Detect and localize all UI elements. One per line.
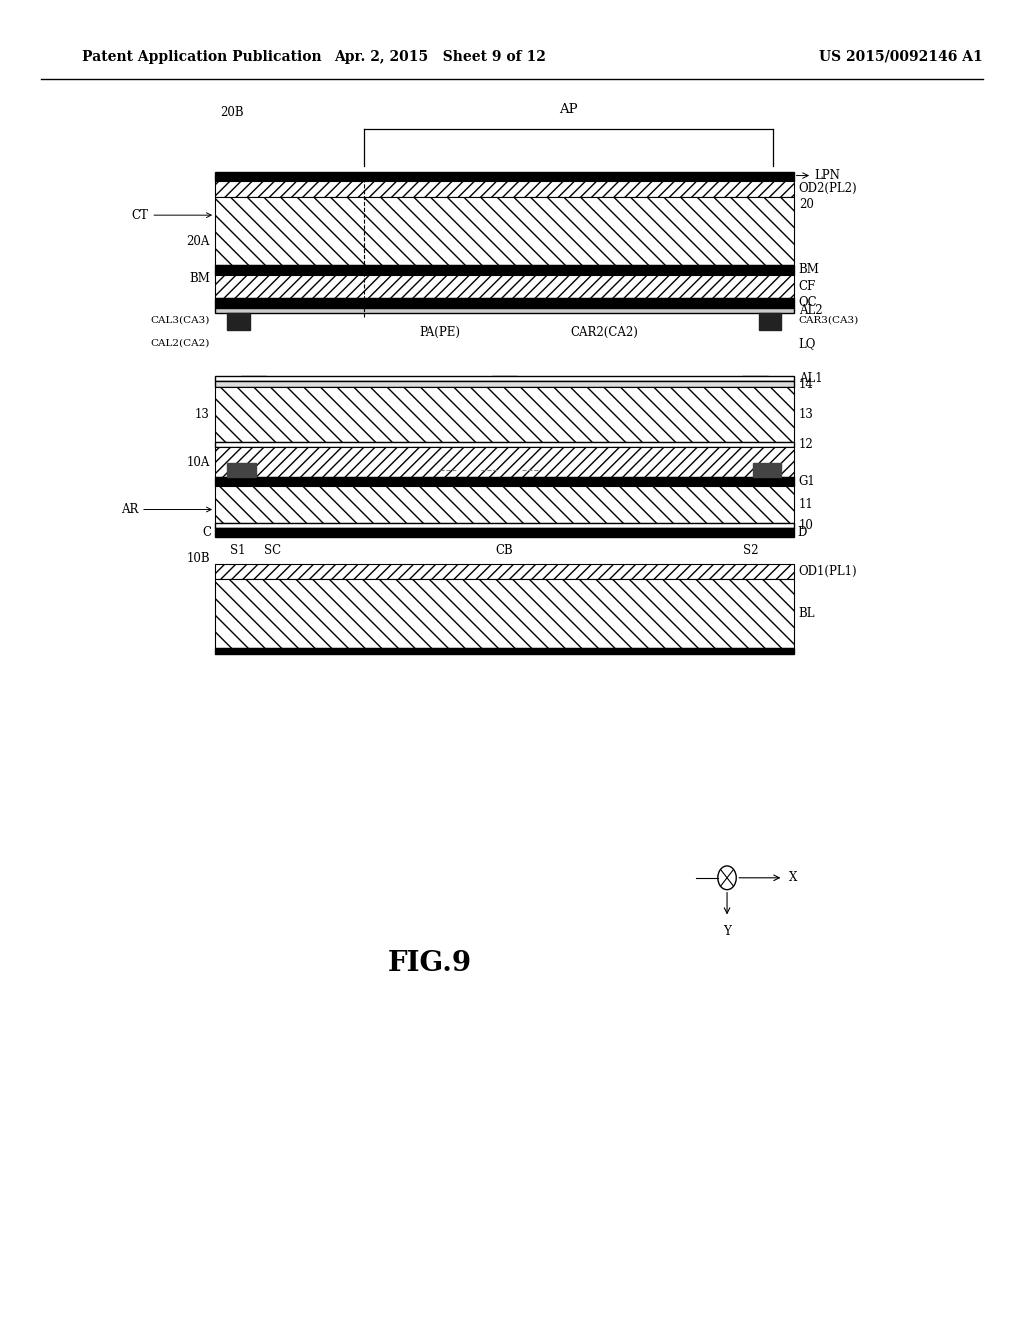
Text: OD1(PL1): OD1(PL1)	[799, 565, 857, 578]
Bar	[215, 308, 794, 313]
Text: Y: Y	[723, 925, 731, 939]
Text: CAL2(CA2): CAL2(CA2)	[151, 339, 210, 347]
Text: CB: CB	[496, 544, 513, 557]
Text: BL: BL	[799, 607, 815, 620]
Text: S1: S1	[229, 544, 246, 557]
Text: SC: SC	[264, 544, 281, 557]
Bar	[215, 447, 794, 477]
Text: AL1: AL1	[799, 372, 822, 385]
Text: G1: G1	[799, 475, 815, 487]
Bar	[227, 313, 250, 330]
Text: 13: 13	[799, 408, 814, 421]
Text: AL2: AL2	[799, 304, 822, 317]
Text: 13: 13	[195, 408, 210, 421]
Text: 20B: 20B	[220, 106, 244, 119]
Text: AP: AP	[559, 103, 578, 116]
Text: D: D	[798, 527, 807, 539]
Bar	[215, 197, 794, 265]
Text: LPN: LPN	[814, 169, 840, 182]
Bar	[215, 523, 794, 528]
Text: BM: BM	[799, 264, 819, 276]
Bar	[215, 564, 794, 579]
Text: S2: S2	[742, 544, 759, 557]
Bar	[753, 463, 781, 477]
Text: CF: CF	[799, 280, 816, 293]
Text: Apr. 2, 2015   Sheet 9 of 12: Apr. 2, 2015 Sheet 9 of 12	[335, 50, 546, 63]
Text: FIG.9: FIG.9	[388, 950, 472, 977]
Text: 12: 12	[799, 438, 813, 451]
Bar	[215, 442, 794, 447]
Text: AR: AR	[121, 503, 211, 516]
Bar	[759, 313, 781, 330]
Text: 20: 20	[799, 198, 814, 211]
Bar	[215, 376, 794, 381]
Text: 11: 11	[799, 498, 813, 511]
Bar	[227, 463, 256, 477]
Bar	[241, 376, 266, 393]
Text: CAR3(CA3): CAR3(CA3)	[799, 315, 859, 325]
Text: CAL3(CA3): CAL3(CA3)	[151, 315, 210, 325]
Text: BM: BM	[189, 272, 210, 285]
Bar	[215, 172, 794, 181]
Text: OC: OC	[799, 297, 817, 309]
Bar	[492, 376, 517, 393]
Bar	[742, 376, 768, 393]
Bar	[215, 486, 794, 523]
Text: 14: 14	[799, 378, 814, 391]
Text: CT: CT	[132, 209, 211, 222]
Bar	[215, 265, 794, 275]
Text: US 2015/0092146 A1: US 2015/0092146 A1	[819, 50, 983, 63]
Bar	[215, 181, 794, 197]
Text: LQ: LQ	[799, 337, 816, 350]
Bar	[215, 528, 794, 537]
Bar	[215, 387, 794, 442]
Text: 10A: 10A	[186, 455, 210, 469]
Bar	[215, 298, 794, 308]
Text: CAR2(CA2): CAR2(CA2)	[570, 326, 638, 339]
Bar	[215, 579, 794, 648]
Text: Patent Application Publication: Patent Application Publication	[82, 50, 322, 63]
Bar	[215, 477, 794, 486]
Text: 10: 10	[799, 519, 814, 532]
Text: 20A: 20A	[186, 235, 210, 248]
Text: X: X	[788, 871, 797, 884]
Text: PA(PE): PA(PE)	[420, 326, 461, 339]
Bar	[215, 275, 794, 298]
Bar	[215, 381, 794, 387]
Text: C: C	[202, 527, 211, 539]
Bar	[215, 648, 794, 653]
Text: 10B: 10B	[186, 552, 210, 565]
Text: OD2(PL2): OD2(PL2)	[799, 182, 857, 195]
